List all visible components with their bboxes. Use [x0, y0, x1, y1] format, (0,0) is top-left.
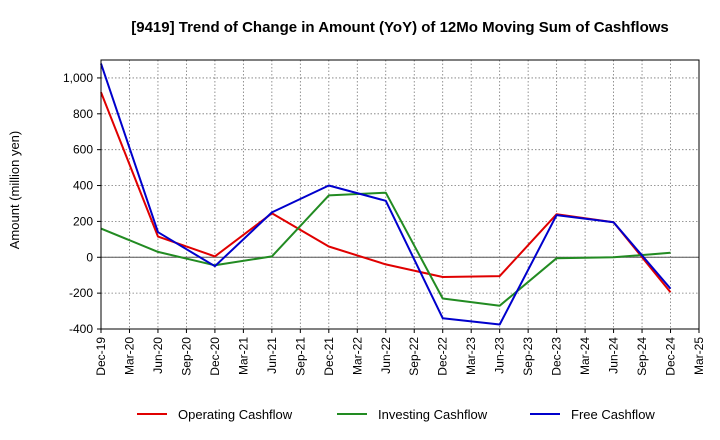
x-tick-label: Sep-21: [293, 337, 307, 376]
x-axis-ticks: Dec-19 Mar-20 Jun-20 Sep-20 Dec-20 Mar-21 Jun-…: [94, 329, 706, 376]
x-tick-label: Sep-24: [635, 337, 649, 376]
x-tick-label: Sep-23: [521, 337, 535, 376]
y-tick-label: 1,000: [63, 71, 93, 85]
y-axis-ticks: -400 -200 0 200 400 600 800 1,000: [63, 71, 101, 336]
x-tick-label: Jun-20: [151, 337, 165, 374]
legend-label-free-cashflow: Free Cashflow: [571, 407, 655, 422]
y-axis-label: Amount (million yen): [7, 131, 22, 250]
x-tick-label: Dec-21: [322, 337, 336, 376]
x-tick-label: Sep-22: [407, 337, 421, 376]
y-tick-label: 0: [86, 250, 93, 264]
series-line-investing-cashflow: [100, 191, 671, 307]
y-tick-label: -400: [69, 322, 93, 336]
series-line-free-cashflow: [100, 63, 672, 326]
y-tick-label: 800: [73, 107, 93, 121]
plot-border: [100, 59, 700, 330]
y-tick-label: 200: [73, 214, 93, 228]
y-tick-label: -200: [69, 286, 93, 300]
x-tick-label: Jun-24: [607, 337, 621, 374]
series-lines: [100, 63, 672, 326]
x-tick-label: Dec-20: [208, 337, 222, 376]
y-tick-label: 400: [73, 179, 93, 193]
x-tick-label: Dec-19: [94, 337, 108, 376]
grid: [100, 60, 700, 330]
x-tick-label: Mar-24: [578, 337, 592, 375]
legend: Operating Cashflow Investing Cashflow Free…: [137, 407, 655, 422]
x-tick-label: Jun-22: [379, 337, 393, 374]
x-tick-label: Mar-23: [464, 337, 478, 375]
x-tick-label: Jun-21: [265, 337, 279, 374]
y-tick-label: 600: [73, 143, 93, 157]
chart-title: [9419] Trend of Change in Amount (YoY) o…: [131, 19, 669, 36]
x-tick-label: Jun-23: [493, 337, 507, 374]
x-tick-label: Mar-20: [122, 337, 136, 375]
legend-label-operating-cashflow: Operating Cashflow: [178, 407, 293, 422]
x-tick-label: Dec-23: [550, 337, 564, 376]
legend-label-investing-cashflow: Investing Cashflow: [378, 407, 488, 422]
x-tick-label: Mar-25: [692, 337, 706, 375]
x-tick-label: Mar-21: [236, 337, 250, 375]
x-tick-label: Dec-22: [436, 337, 450, 376]
x-tick-label: Dec-24: [664, 337, 678, 376]
x-tick-label: Sep-20: [179, 337, 193, 376]
x-tick-label: Mar-22: [350, 337, 364, 375]
